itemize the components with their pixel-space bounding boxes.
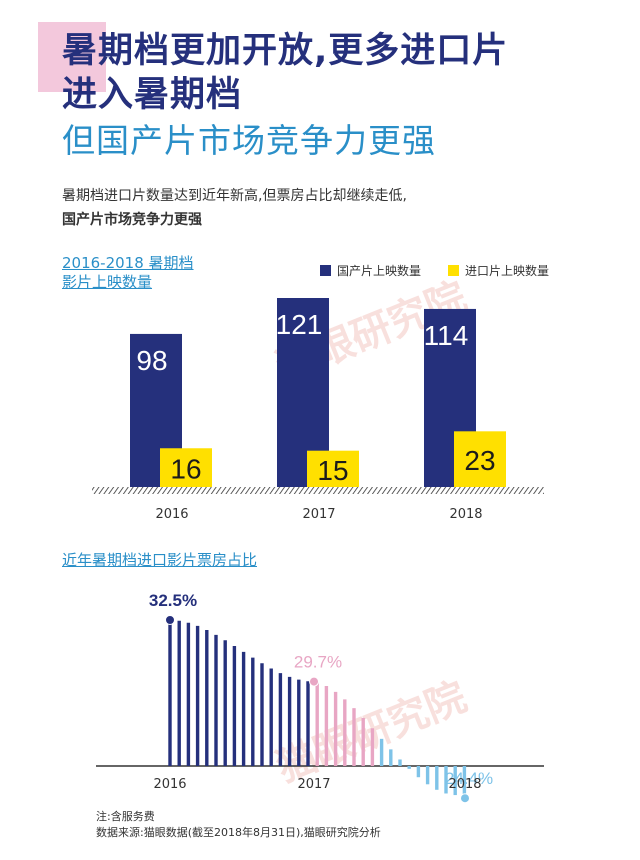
bar-chart-baseline (92, 487, 544, 494)
area-x-tick-2017: 2017 (297, 777, 330, 792)
footnote-source: 数据来源:猫眼数据(截至2018年8月31日),猫眼研究院分析 (96, 826, 381, 839)
bar-imported-2018 (454, 431, 506, 487)
bar-chart-title-line-2: 影片上映数量 (62, 273, 153, 291)
bar-label-imported-2016: 16 (170, 454, 201, 485)
legend-imported: 进口片上映数量 (448, 262, 549, 279)
area-x-tick-2018: 2018 (448, 777, 481, 792)
area-x-tick-2016: 2016 (153, 777, 186, 792)
bar-label-imported-2018: 23 (464, 445, 495, 476)
area-chart-title: 近年暑期档进口影片票房占比 (62, 551, 258, 569)
area-point-2016 (165, 615, 175, 625)
area-point-2017 (309, 676, 319, 687)
legend-label-domestic: 国产片上映数量 (337, 264, 422, 278)
bar-label-imported-2017: 15 (317, 455, 348, 486)
legend-swatch-imported (448, 265, 459, 276)
title-line-3: 但国产片市场竞争力更强 (62, 121, 436, 160)
title-line-1: 暑期档更加开放,更多进口片 (62, 31, 509, 71)
bar-label-domestic-2017: 121 (276, 309, 323, 340)
title-line-2: 进入暑期档 (62, 75, 243, 115)
subtitle-line-2: 国产片市场竞争力更强 (62, 212, 202, 228)
area-label-2017: 29.7% (294, 653, 342, 672)
area-label-2018: 24.4% (445, 769, 493, 788)
bar-imported-2017 (307, 450, 359, 487)
subtitle: 暑期档进口片数量达到近年新高,但票房占比却继续走低, 国产片市场竞争力更强 (62, 184, 407, 232)
subtitle-line-1: 暑期档进口片数量达到近年新高,但票房占比却继续走低, (62, 188, 407, 204)
legend-domestic: 国产片上映数量 (320, 262, 421, 279)
legend-swatch-domestic (320, 265, 331, 276)
decorative-pink-square (38, 22, 106, 92)
bar-label-domestic-2016: 98 (136, 345, 167, 376)
bar-label-domestic-2018: 114 (424, 320, 469, 351)
area-label-2016: 32.5% (149, 591, 197, 610)
bar-chart-title-line-1: 2016-2018 暑期档 (62, 254, 194, 272)
bar-x-tick-2017: 2017 (302, 507, 335, 522)
bar-chart-title: 2016-2018 暑期档 影片上映数量 (62, 254, 194, 292)
footnote-note: 注:含服务费 (96, 810, 155, 823)
bar-imported-2016 (160, 448, 212, 487)
area-point-2018 (460, 793, 470, 804)
legend-label-imported: 进口片上映数量 (465, 264, 550, 278)
bar-x-tick-2016: 2016 (155, 507, 188, 522)
bar-x-tick-2018: 2018 (449, 507, 482, 522)
